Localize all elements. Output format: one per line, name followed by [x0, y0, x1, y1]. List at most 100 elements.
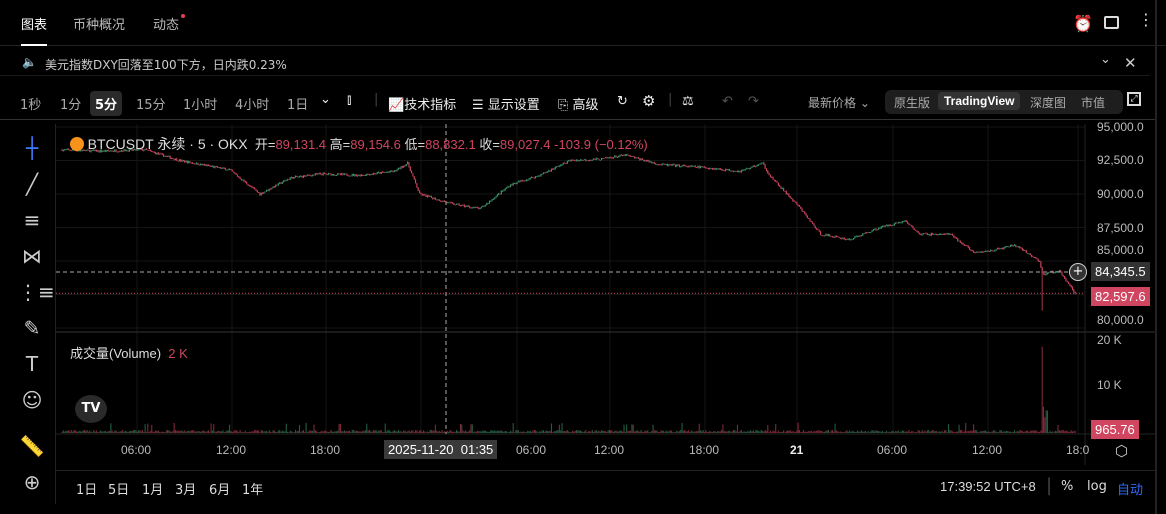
candle — [180, 159, 182, 162]
volume-bar — [900, 431, 902, 433]
clock[interactable]: 17:39:52 UTC+8 — [940, 479, 1036, 494]
tab-news[interactable]: 动态 — [153, 14, 186, 33]
interval-5m[interactable]: 5分 — [90, 91, 123, 116]
add-alert-plus-icon[interactable]: + — [1069, 263, 1087, 281]
text-icon[interactable]: T — [25, 352, 39, 376]
chevron-down-icon[interactable]: ⌄ — [1100, 52, 1111, 67]
interval-1m[interactable]: 1分 — [60, 98, 82, 113]
volume-bar — [988, 431, 990, 433]
range-1d[interactable]: 1日 — [76, 483, 98, 498]
tradingview-logo[interactable]: TV — [75, 395, 107, 423]
volume-bar — [915, 432, 917, 433]
candle — [272, 186, 274, 189]
indicators-button[interactable]: 📈技术指标 — [388, 94, 456, 113]
crosshair-price-label: 84,345.5 — [1091, 262, 1150, 281]
volume-bar — [164, 432, 166, 433]
candle-type-icon[interactable]: ⫾ — [347, 92, 352, 108]
interval-4h[interactable]: 4小时 — [235, 98, 270, 113]
replay-icon[interactable]: ↻ — [617, 94, 628, 109]
interval-15m[interactable]: 15分 — [136, 98, 166, 113]
volume-tick: 10 K — [1097, 378, 1122, 392]
candle — [754, 165, 756, 167]
volume-bar — [235, 430, 237, 433]
volume-bar — [387, 430, 389, 433]
interval-1s[interactable]: 1秒 — [20, 98, 42, 113]
window-icon[interactable] — [1104, 16, 1119, 29]
crosshair-icon[interactable]: ┼ — [25, 136, 39, 160]
candle — [271, 188, 273, 190]
candle — [451, 202, 454, 204]
gear-icon[interactable]: ⚙ — [642, 92, 656, 110]
volume-bar — [478, 431, 480, 433]
fib-icon[interactable]: ⋮≡ — [18, 280, 55, 304]
trend-line-icon[interactable]: ╱ — [25, 172, 39, 196]
emoji-icon[interactable]: ☺ — [21, 388, 43, 412]
log-toggle[interactable]: log — [1087, 479, 1107, 494]
volume-bar — [655, 430, 657, 433]
volume-bar — [541, 430, 543, 433]
candle — [157, 152, 159, 155]
zoom-in-icon[interactable]: ⊕ — [23, 470, 41, 494]
redo-icon[interactable]: ↷ — [748, 94, 759, 109]
pattern-icon[interactable]: ⋈ — [22, 244, 42, 268]
price-chart[interactable] — [56, 124, 1155, 465]
tab-coin-overview[interactable]: 币种概况 — [73, 18, 126, 33]
volume-bar — [719, 431, 721, 433]
view-native[interactable]: 原生版 — [894, 96, 931, 110]
candle — [1069, 283, 1071, 286]
percent-toggle[interactable]: % — [1061, 479, 1074, 494]
candle — [434, 198, 436, 200]
candle — [850, 239, 852, 241]
interval-1h[interactable]: 1小时 — [183, 98, 218, 113]
volume-bar — [990, 432, 992, 433]
chart-pane[interactable] — [56, 124, 1155, 465]
more-icon[interactable]: ⋮ — [1138, 10, 1154, 29]
range-6m[interactable]: 6月 — [209, 483, 231, 498]
candle — [438, 199, 440, 201]
brush-icon[interactable]: ✎ — [23, 316, 41, 340]
tab-chart[interactable]: 图表 — [21, 14, 48, 46]
close-icon[interactable]: ✕ — [1124, 54, 1137, 72]
candle — [203, 164, 206, 166]
advanced-button[interactable]: ⎘ 高级 — [558, 94, 599, 113]
interval-1d[interactable]: 1日 — [287, 98, 309, 113]
view-depth[interactable]: 深度图 — [1030, 96, 1067, 110]
volume-bar — [817, 430, 819, 433]
volume-bar — [604, 431, 607, 433]
volume-bar — [668, 431, 670, 433]
view-market-cap[interactable]: 市值 — [1081, 96, 1106, 110]
volume-bar — [951, 431, 954, 433]
candle — [206, 164, 208, 166]
volume-bar — [771, 431, 773, 433]
fullscreen-icon[interactable]: ⤢ — [1127, 92, 1141, 106]
candle — [945, 233, 947, 235]
ruler-icon[interactable]: 📏 — [19, 434, 45, 458]
horizontal-lines-icon[interactable]: ≡ — [23, 208, 41, 232]
volume-bar — [264, 431, 266, 433]
range-1m[interactable]: 1月 — [142, 483, 164, 498]
candle — [147, 149, 149, 151]
candle — [433, 198, 435, 200]
range-1y[interactable]: 1年 — [242, 483, 264, 498]
auto-toggle[interactable]: 自动 — [1117, 483, 1144, 498]
axis-settings-icon[interactable]: ⬡ — [1115, 442, 1129, 460]
interval-dropdown-icon[interactable]: ⌄ — [320, 92, 331, 107]
undo-icon[interactable]: ↶ — [722, 94, 733, 109]
candle — [405, 164, 407, 166]
price-mode-select[interactable]: 最新价格 ⌄ — [808, 94, 870, 111]
volume-bar — [517, 430, 520, 433]
candle — [980, 251, 983, 253]
candle — [320, 173, 322, 175]
symbol-name[interactable]: BTCUSDT 永续 · 5 · OKX — [87, 136, 248, 152]
scale-icon[interactable]: ⚖ — [682, 94, 694, 109]
notice-text[interactable]: 美元指数DXY回落至100下方，日内跌0.23% — [45, 58, 287, 72]
range-5d[interactable]: 5日 — [108, 483, 130, 498]
range-3m[interactable]: 3月 — [175, 483, 197, 498]
view-tradingview[interactable]: TradingView — [938, 92, 1021, 110]
candle — [719, 168, 721, 170]
candle — [110, 150, 112, 152]
candle — [263, 192, 265, 194]
display-settings-button[interactable]: ☰ 显示设置 — [472, 94, 540, 113]
volume-bar — [149, 430, 151, 433]
alert-add-icon[interactable]: ⏰ — [1073, 14, 1093, 33]
